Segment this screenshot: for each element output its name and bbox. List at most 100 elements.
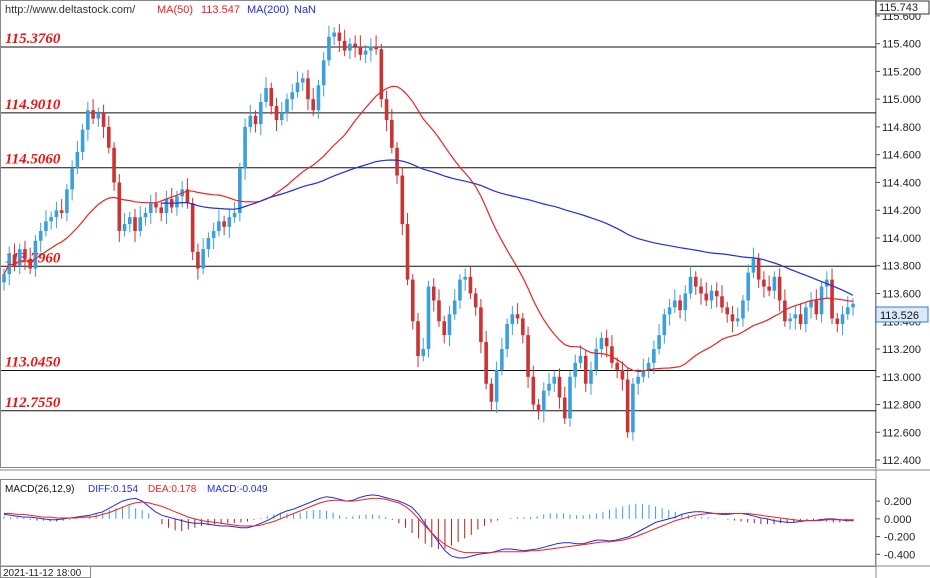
candle-up <box>44 221 48 232</box>
candle-up <box>599 337 604 350</box>
candle-up <box>321 60 326 86</box>
price-tick-label: 113.600 <box>882 288 921 300</box>
candle-up <box>86 110 90 130</box>
candle-up <box>65 189 69 213</box>
candle-up <box>568 376 572 419</box>
candle-down <box>107 126 111 148</box>
price-tick-label: 114.200 <box>882 205 921 217</box>
price-tick-label: 114.800 <box>882 122 921 134</box>
candle-up <box>494 369 499 402</box>
candle-down <box>604 337 609 347</box>
candle-up <box>819 286 824 315</box>
price-tick-label: 114.600 <box>882 150 921 162</box>
candle-up <box>33 240 38 269</box>
candle-up <box>631 383 635 433</box>
candle-up <box>809 300 813 308</box>
price-tick-label: 112.800 <box>882 400 921 412</box>
candle-up <box>741 300 745 319</box>
candle-up <box>793 314 798 319</box>
candle-down <box>222 221 226 227</box>
price-tick-label: 113.800 <box>882 261 921 273</box>
candle-down <box>798 314 803 325</box>
candle-down <box>395 147 399 176</box>
candle-up <box>578 355 583 363</box>
candle-up <box>201 249 205 269</box>
candle-down <box>725 307 730 315</box>
candle-up <box>652 349 656 363</box>
candle-up <box>243 126 247 169</box>
candle-down <box>678 300 682 311</box>
candle-down <box>185 189 190 204</box>
candle-up <box>211 231 216 238</box>
candle-down <box>431 286 436 301</box>
candle-up <box>206 237 211 250</box>
candle-up <box>138 217 143 232</box>
candle-down <box>526 335 530 377</box>
candle-down <box>489 383 494 402</box>
price-tick-label: 115.200 <box>882 66 921 78</box>
candle-up <box>746 272 750 301</box>
candle-down <box>416 321 420 356</box>
candle-down <box>720 296 724 308</box>
candle-up <box>510 314 515 325</box>
candle-up <box>573 362 578 377</box>
candle-up <box>363 50 368 55</box>
candle-up <box>452 300 457 315</box>
ma200-label: MA(200) <box>247 4 289 16</box>
candle-down <box>557 376 562 398</box>
candle-down <box>583 355 588 384</box>
level-label: 115.3760 <box>5 31 61 47</box>
candle-up <box>316 85 321 111</box>
candle-down <box>762 279 766 287</box>
candle-up <box>49 217 53 222</box>
candle-down <box>274 106 279 120</box>
candle-down <box>28 258 33 269</box>
candle-up <box>751 258 756 273</box>
candle-up <box>264 88 268 102</box>
candle-up <box>594 349 599 370</box>
price-tick-label: 115.400 <box>882 39 921 51</box>
candle-up <box>667 307 672 315</box>
candle-up <box>327 36 331 61</box>
candle-down <box>23 249 27 259</box>
candle-down <box>479 307 483 343</box>
candle-down <box>437 300 441 322</box>
price-tick-label: 112.400 <box>882 455 921 467</box>
candle-up <box>547 383 551 391</box>
macd-diff-label: DIFF:0.154 <box>88 484 138 495</box>
candle-down <box>531 376 536 405</box>
candle-up <box>96 113 101 119</box>
candle-down <box>521 318 525 336</box>
candle-up <box>369 46 373 51</box>
candle-up <box>258 101 263 125</box>
site-url[interactable]: http://www.deltastock.com/ <box>5 4 136 16</box>
candle-up <box>227 217 232 227</box>
candle-down <box>112 147 116 183</box>
candle-up <box>217 221 221 232</box>
candle-down <box>615 362 619 370</box>
footer-datetime: 2021-11-12 18:00 <box>3 568 82 578</box>
candle-up <box>804 307 808 325</box>
candle-up <box>38 231 43 241</box>
candle-down <box>620 369 625 380</box>
candle-down <box>468 276 473 294</box>
candle-down <box>767 286 771 291</box>
main-plot-frame <box>0 0 876 468</box>
candle-up <box>688 276 693 294</box>
candle-down <box>625 379 630 433</box>
level-label: 114.9010 <box>5 97 61 113</box>
macd-dea-label: DEA:0.178 <box>148 484 197 495</box>
candle-up <box>175 196 179 208</box>
candle-down <box>311 99 316 111</box>
support-resistance-levels: 115.3760114.9010114.5060113.7960113.0450… <box>1 31 876 412</box>
candle-up <box>285 99 289 114</box>
candle-down <box>756 258 761 280</box>
candle-up <box>447 314 452 336</box>
macd-name: MACD(26,12,9) <box>5 484 74 495</box>
macd-tick-label: 0.000 <box>884 514 912 526</box>
candle-down <box>384 99 389 120</box>
candle-down <box>515 314 520 319</box>
candle-up <box>589 369 593 384</box>
candle-up <box>295 82 300 93</box>
